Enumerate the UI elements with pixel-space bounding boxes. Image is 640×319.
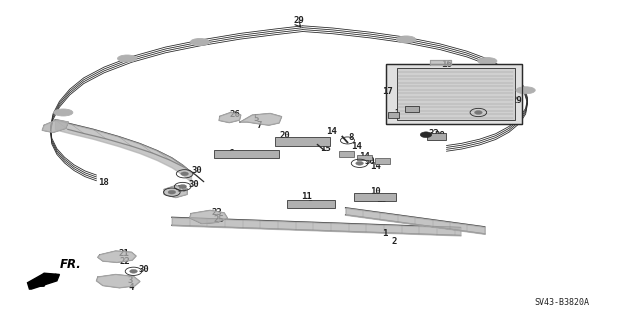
Text: 29: 29 [293,16,304,25]
Text: 13: 13 [376,195,387,204]
FancyBboxPatch shape [287,199,335,208]
Text: 29: 29 [511,96,522,105]
Polygon shape [189,210,227,224]
Text: 9: 9 [307,200,312,209]
Bar [428,133,447,140]
Polygon shape [97,274,140,288]
Text: 12: 12 [302,201,313,210]
Text: 14: 14 [326,127,337,136]
Ellipse shape [190,39,209,46]
Bar [405,106,419,113]
Polygon shape [219,113,241,123]
Text: 2: 2 [392,237,397,246]
Ellipse shape [397,36,416,43]
Text: 19: 19 [176,185,187,194]
Text: 6: 6 [228,149,234,158]
Text: 14: 14 [360,152,371,161]
Text: 7: 7 [256,121,262,130]
Text: 14: 14 [370,162,381,171]
Text: 4: 4 [129,283,134,292]
Text: FR.: FR. [60,258,81,271]
Text: 10: 10 [370,187,381,196]
Text: 30: 30 [138,264,148,274]
Text: 5: 5 [253,114,259,123]
Text: 25: 25 [214,215,225,224]
Ellipse shape [477,57,497,64]
Text: 26: 26 [229,110,240,119]
Bar [388,113,399,118]
Text: 1: 1 [383,229,388,238]
Circle shape [474,111,482,115]
FancyBboxPatch shape [354,193,396,201]
Ellipse shape [54,109,73,116]
Text: 30: 30 [191,166,202,175]
Text: 22: 22 [120,257,130,266]
Polygon shape [164,186,187,197]
Text: 17: 17 [383,87,394,96]
FancyBboxPatch shape [275,137,330,145]
FancyBboxPatch shape [214,150,279,158]
Circle shape [356,161,364,165]
Ellipse shape [118,55,137,62]
Circle shape [420,132,432,137]
Circle shape [168,190,175,194]
Text: 28: 28 [435,131,445,140]
Text: SV43-B3820A: SV43-B3820A [534,298,589,307]
Bar [357,155,372,160]
Text: 30: 30 [188,180,199,189]
Text: 23: 23 [211,208,222,217]
Polygon shape [239,114,282,125]
Text: 3: 3 [127,276,132,285]
Text: 21: 21 [118,249,129,258]
Bar [375,158,390,164]
Text: 15: 15 [320,144,331,152]
Text: 31: 31 [394,109,405,118]
Circle shape [180,172,188,176]
Text: 27: 27 [413,102,424,111]
Text: 32: 32 [429,129,439,137]
Ellipse shape [516,87,535,94]
Polygon shape [42,120,68,132]
Polygon shape [28,273,60,289]
Bar [339,151,355,157]
Text: 20: 20 [279,131,290,140]
Text: 8: 8 [349,133,354,142]
Circle shape [130,269,138,273]
Text: 16: 16 [442,60,452,69]
Text: 30: 30 [483,106,493,115]
Bar [397,68,515,120]
Polygon shape [98,251,136,263]
Text: 18: 18 [98,178,109,187]
Circle shape [179,185,186,189]
Text: 14: 14 [351,142,362,151]
Text: 11: 11 [301,192,312,202]
Text: 24: 24 [280,137,291,146]
FancyBboxPatch shape [387,64,522,124]
Text: 30: 30 [365,157,376,166]
